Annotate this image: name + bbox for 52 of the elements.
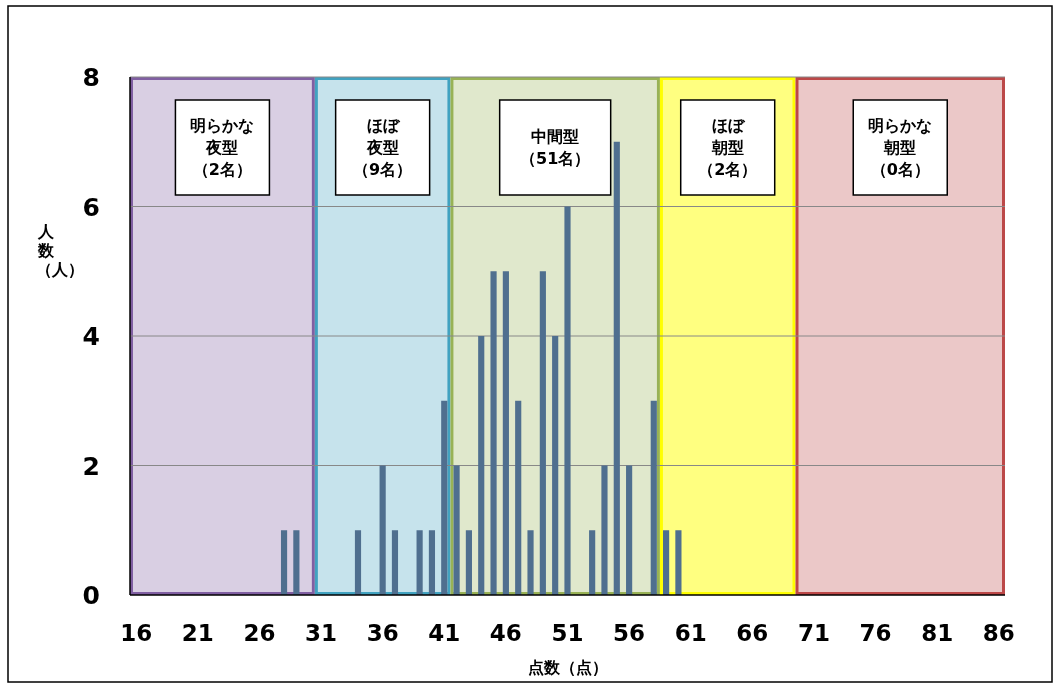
x-tick-label: 51: [551, 620, 584, 646]
band-label: ほぼ朝型（2名）: [698, 114, 758, 181]
bar: [564, 206, 571, 595]
bar: [613, 141, 620, 595]
bar: [552, 336, 559, 595]
bar: [626, 465, 633, 595]
y-tick-label: 2: [82, 451, 100, 481]
x-tick-label: 76: [859, 620, 892, 646]
x-tick-label: 71: [797, 620, 830, 646]
x-tick-label: 36: [366, 620, 399, 646]
bar: [478, 336, 485, 595]
bar: [539, 271, 546, 595]
bar: [601, 465, 608, 595]
band-label: 中間型（51名）: [520, 125, 591, 170]
y-axis-title: 人数（人）: [36, 222, 84, 279]
bar: [280, 530, 288, 595]
bar: [354, 530, 362, 595]
y-tick-label: 8: [82, 63, 100, 92]
x-tick-label: 56: [613, 620, 646, 646]
bar: [416, 530, 423, 595]
bar: [650, 400, 657, 595]
y-tick-label: 0: [82, 581, 100, 610]
x-tick-label: 86: [982, 620, 1015, 646]
bar: [515, 400, 522, 595]
bar: [391, 530, 399, 595]
x-tick-label: 26: [243, 620, 276, 646]
band-label: ほぼ夜型（9名）: [353, 114, 413, 181]
x-tick-label: 81: [921, 620, 954, 646]
band-label: 明らかな朝型（0名）: [868, 114, 933, 181]
x-axis-title: 点数（点）: [527, 658, 608, 677]
bar: [589, 530, 596, 595]
x-tick-label: 41: [428, 620, 461, 646]
bar: [293, 530, 300, 595]
x-tick-label: 16: [120, 620, 153, 646]
bar: [453, 465, 460, 595]
bar: [379, 465, 386, 595]
y-tick-label: 6: [82, 192, 100, 222]
x-tick-label: 31: [305, 620, 338, 646]
bar: [675, 530, 682, 595]
x-tick-label: 21: [181, 620, 214, 646]
bar: [490, 271, 497, 595]
bar: [428, 530, 436, 595]
bar: [502, 271, 509, 595]
band-label: 明らかな夜型（2名）: [190, 114, 255, 181]
x-tick-label: 46: [489, 620, 522, 646]
bar: [441, 400, 448, 595]
y-tick-label: 4: [82, 322, 100, 351]
bar: [465, 530, 472, 595]
x-tick-label: 61: [674, 620, 707, 646]
x-tick-label: 66: [736, 620, 769, 646]
bar: [527, 530, 534, 595]
bar: [663, 530, 670, 595]
